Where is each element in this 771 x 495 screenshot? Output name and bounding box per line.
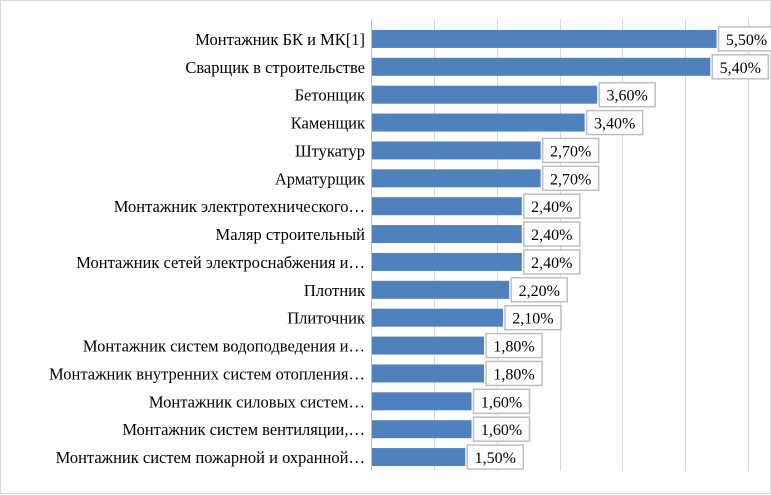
data-label: 3,40%: [594, 116, 635, 133]
data-label-box: [523, 193, 581, 219]
bar: [372, 169, 541, 188]
data-label: 2,20%: [519, 283, 560, 300]
bar: [372, 308, 503, 327]
data-label: 5,50%: [726, 32, 767, 49]
data-label-box: [485, 332, 543, 359]
data-label-box: [541, 137, 600, 164]
category-label: Арматурщик: [275, 169, 366, 188]
bar: [372, 57, 711, 76]
data-label: 3,60%: [607, 88, 648, 105]
bar: [372, 225, 522, 244]
bars: [372, 29, 717, 467]
category-label: Монтажник сетей электроснабжения и…: [76, 253, 365, 272]
data-label-box: [504, 304, 562, 331]
data-label: 1,60%: [481, 422, 522, 439]
category-label: Монтажник электротехнического…: [114, 197, 365, 216]
bar: [372, 29, 717, 48]
category-label: Монтажник систем водоподведения и…: [83, 337, 365, 356]
category-labels: Монтажник БК и МК[1] Сварщик в строительс…: [49, 30, 366, 467]
data-label-box: [541, 165, 600, 192]
category-label: Сварщик в строительстве: [185, 58, 365, 77]
category-label: Плиточник: [287, 309, 366, 328]
category-label: Маляр строительный: [216, 225, 366, 244]
bar: [372, 197, 522, 216]
data-label: 2,10%: [512, 311, 553, 328]
bar: [372, 420, 472, 439]
data-label: 1,80%: [493, 339, 534, 356]
bar: [372, 85, 598, 104]
data-label-box: [598, 81, 656, 108]
category-label: Плотник: [304, 281, 366, 300]
category-label: Монтажник внутренних систем отопления…: [49, 364, 365, 383]
category-label: Штукатур: [295, 141, 365, 160]
data-label-box: [585, 109, 644, 136]
data-label-box: [711, 54, 770, 80]
category-label: Бетонщик: [295, 86, 366, 105]
bar: [372, 364, 485, 383]
data-label: 2,70%: [550, 171, 591, 188]
bar: [372, 113, 585, 132]
data-label-box: [472, 416, 531, 442]
category-label: Каменщик: [291, 114, 366, 133]
data-label: 1,60%: [481, 394, 522, 411]
data-label-box: [510, 277, 568, 303]
data-label: 2,70%: [550, 143, 591, 160]
data-label: 5,40%: [720, 60, 761, 77]
data-label: 1,50%: [475, 450, 516, 467]
data-label-box: [466, 444, 524, 470]
bar: [372, 392, 472, 411]
data-label: 2,40%: [531, 255, 572, 272]
bar: [372, 336, 485, 355]
data-label-box: [717, 26, 771, 52]
data-label: 1,80%: [493, 366, 534, 383]
category-label: Монтажник силовых систем…: [149, 392, 365, 411]
data-label: 2,40%: [531, 199, 572, 216]
category-label: Монтажник систем пожарной и охранной…: [56, 448, 365, 467]
data-label-box: [523, 249, 581, 275]
value-labels: 5,50%5,40%3,60%3,40%2,70%2,70%2,40%2,40%…: [466, 26, 771, 470]
bar: [372, 448, 466, 467]
category-label: Монтажник БК и МК[1]: [195, 30, 365, 49]
data-label-box: [485, 360, 543, 387]
data-label-box: [523, 221, 581, 247]
category-label: Монтажник систем вентиляции,…: [122, 420, 365, 439]
data-label-box: [472, 388, 531, 415]
data-label: 2,40%: [531, 227, 572, 244]
bar: [372, 252, 522, 271]
bar: [372, 280, 510, 299]
bar: [372, 141, 541, 160]
